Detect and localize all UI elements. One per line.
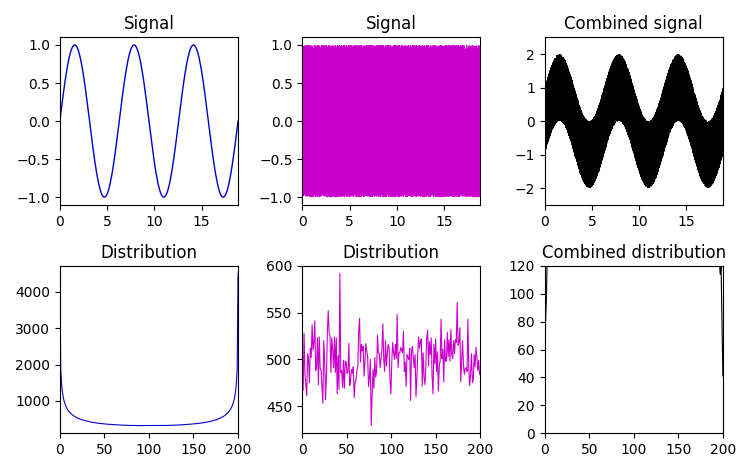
Title: Signal: Signal (123, 15, 174, 33)
Title: Distribution: Distribution (343, 244, 440, 261)
Title: Distribution: Distribution (101, 244, 198, 261)
Title: Combined distribution: Combined distribution (541, 244, 725, 261)
Title: Combined signal: Combined signal (565, 15, 703, 33)
Title: Signal: Signal (366, 15, 417, 33)
